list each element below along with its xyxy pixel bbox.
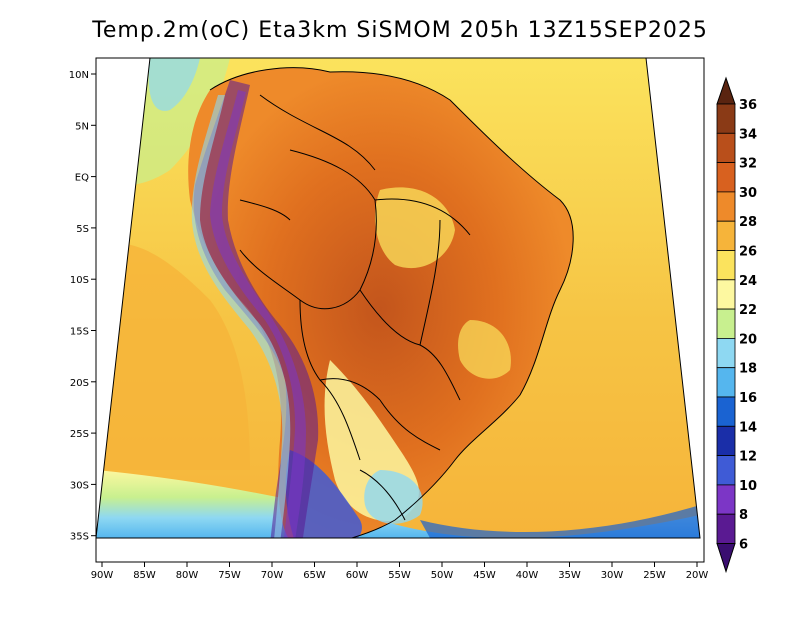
lon-tick-label: 60W xyxy=(346,570,369,581)
colorbar-swatch xyxy=(716,484,736,515)
lon-tick-label: 35W xyxy=(558,570,581,581)
country-borders xyxy=(209,67,574,538)
colorbar-label: 18 xyxy=(739,362,757,377)
colorbar-swatch xyxy=(716,279,736,310)
colorbar-swatch xyxy=(716,513,736,544)
colorbar-label: 24 xyxy=(739,274,757,289)
colorbar-label: 30 xyxy=(739,186,757,201)
colorbar-swatch xyxy=(716,191,736,222)
colorbar-swatch xyxy=(716,367,736,398)
lon-tick-label: 25W xyxy=(643,570,666,581)
colorbar-label: 10 xyxy=(739,479,757,494)
colorbar-label: 26 xyxy=(739,245,757,260)
colorbar-legend: 36 34 32 30 28 26 24 22 20 18 16 14 12 10 8 6 xyxy=(716,76,757,574)
lat-tick-label: 10N xyxy=(69,70,89,81)
lon-tick-label: 70W xyxy=(261,570,284,581)
colorbar-label: 8 xyxy=(739,508,748,523)
lon-tick-label: 55W xyxy=(388,570,411,581)
colorbar-swatch xyxy=(716,103,736,134)
colorbar-label: 14 xyxy=(739,420,757,435)
lat-tick-label: 10S xyxy=(70,275,89,286)
colorbar-label: 34 xyxy=(739,127,757,142)
lon-tick-label: 65W xyxy=(303,570,326,581)
colorbar-label: 12 xyxy=(739,450,757,465)
colorbar-swatch xyxy=(716,308,736,339)
colorbar-swatch xyxy=(716,396,736,427)
colorbar-swatch xyxy=(716,162,736,193)
colorbar-swatch xyxy=(716,425,736,456)
lon-tick-label: 30W xyxy=(601,570,624,581)
lon-tick-label: 50W xyxy=(431,570,454,581)
colorbar-swatch xyxy=(716,132,736,164)
lon-tick-label: 45W xyxy=(473,570,496,581)
lat-tick-label: 5N xyxy=(75,121,89,132)
lon-axis: 90W 85W 80W 75W 70W 65W 60W 55W 50W 45W 40W 35W 30W 2… xyxy=(91,562,709,581)
lon-tick-label: 80W xyxy=(176,570,199,581)
colorbar-label: 36 xyxy=(739,98,757,113)
colorbar-swatch xyxy=(716,250,736,281)
map-title: Temp.2m(oC) Eta3km SiSMOM 205h 13Z15SEP2… xyxy=(92,18,708,43)
colorbar-label: 22 xyxy=(739,303,757,318)
lon-tick-label: 85W xyxy=(133,570,156,581)
colorbar-swatch xyxy=(716,337,736,369)
colorbar-bottom-arrow xyxy=(716,543,736,574)
lat-tick-label: 5S xyxy=(76,224,89,235)
colorbar-label: 28 xyxy=(739,215,757,230)
colorbar-label: 20 xyxy=(739,332,757,347)
lat-tick-label: 30S xyxy=(70,480,89,491)
colorbar-top-arrow xyxy=(716,76,736,105)
lon-tick-label: 75W xyxy=(218,570,241,581)
colorbar-label: 16 xyxy=(739,391,757,406)
lat-tick-label: 15S xyxy=(70,327,89,338)
map-domain xyxy=(96,58,700,538)
lat-tick-label: 25S xyxy=(70,429,89,440)
lat-tick-label: 20S xyxy=(70,378,89,389)
lon-tick-label: 90W xyxy=(91,570,114,581)
lon-tick-label: 20W xyxy=(686,570,709,581)
lat-tick-label: 35S xyxy=(70,532,89,543)
lat-tick-label: EQ xyxy=(75,173,89,184)
lat-axis: 10N 5N EQ 5S 10S 15S 20S 25S 30S 35S xyxy=(69,70,96,543)
colorbar-swatch xyxy=(716,220,736,251)
colorbar-label: 6 xyxy=(739,538,748,553)
colorbar-label: 32 xyxy=(739,157,757,172)
colorbar-swatch xyxy=(716,455,736,486)
lon-tick-label: 40W xyxy=(516,570,539,581)
